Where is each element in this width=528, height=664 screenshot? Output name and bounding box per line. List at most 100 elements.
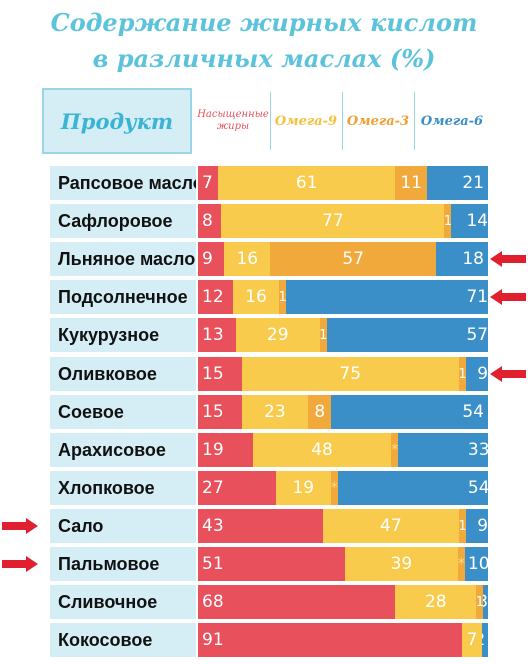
bar-segment-saturated: 68 — [198, 585, 396, 619]
stacked-bar: 12 16 1 71 — [198, 280, 488, 314]
product-label: Рапсовое масло — [50, 166, 196, 200]
bar-segment-saturated: 8 — [198, 204, 222, 238]
header-omega6: Омега-6 — [420, 113, 484, 129]
bar-segment-omega6: 33 — [398, 433, 488, 467]
bar-segment-omega6: 18 — [435, 242, 488, 276]
bar-segment-omega9: 77 — [221, 204, 445, 238]
bar-segment-saturated: 27 — [198, 471, 276, 505]
highlight-arrow-left-icon — [490, 251, 526, 267]
product-label: Оливковое — [50, 357, 196, 391]
table-row: Пальмовое 51 39 * 10 — [42, 547, 490, 581]
header-omega3: Омега-3 — [346, 113, 410, 129]
highlight-arrow-right-icon — [2, 556, 38, 572]
stacked-bar: 27 19 * 54 — [198, 471, 488, 505]
highlight-arrow-left-icon — [490, 366, 526, 382]
bar-segment-omega6: 2 — [482, 623, 488, 657]
highlight-arrow-right-icon — [2, 518, 38, 534]
bar-segment-omega6: 9 — [466, 357, 488, 391]
bar-segment-saturated: 51 — [198, 547, 346, 581]
bar-segment-omega3: 1 — [319, 318, 327, 352]
bar-segment-omega6: 3 — [483, 585, 488, 619]
bar-segment-omega6: 57 — [326, 318, 488, 352]
bar-segment-omega9: 7 — [461, 623, 483, 657]
bar-segment-omega9: 29 — [235, 318, 320, 352]
stacked-bar: 51 39 * 10 — [198, 547, 488, 581]
table-row: Сафлоровое 8 77 1 14 — [42, 204, 490, 238]
bar-segment-saturated: 43 — [198, 509, 323, 543]
bar-segment-omega6: 54 — [337, 471, 488, 505]
bar-segment-saturated: 13 — [198, 318, 236, 352]
header-divider — [414, 92, 415, 150]
product-label: Кокосовое — [50, 623, 196, 657]
bar-segment-omega6: 10 — [464, 547, 488, 581]
bar-segment-omega9: 28 — [395, 585, 477, 619]
table-row: Хлопковое 27 19 * 54 — [42, 471, 490, 505]
bar-segment-omega9: 61 — [218, 166, 396, 200]
bar-segment-omega9: 39 — [345, 547, 458, 581]
stacked-bar: 682813 — [198, 585, 488, 619]
product-label: Сало — [50, 509, 196, 543]
bar-segment-saturated: 15 — [198, 395, 242, 429]
chart-title-line-2: в различных маслах (%) — [92, 44, 436, 73]
bar-segment-saturated: 9 — [198, 242, 225, 276]
stacked-bar: 15 23 8 54 — [198, 395, 488, 429]
bar-segment-saturated: 15 — [198, 357, 242, 391]
stacked-bar: 9172 — [198, 623, 488, 657]
bar-segment-omega3: * — [391, 433, 399, 467]
product-label: Пальмовое — [50, 547, 196, 581]
bar-segment-omega6: 21 — [427, 166, 488, 200]
table-row: Льняное масло 9 16 57 18 — [42, 242, 490, 276]
bar-segment-saturated: 12 — [198, 280, 233, 314]
stacked-bar: 7 61 11 21 — [198, 166, 488, 200]
bar-segment-omega9: 16 — [232, 280, 280, 314]
bar-segment-omega3: 1 — [459, 357, 466, 391]
bar-segment-saturated: 91 — [198, 623, 462, 657]
chart-title-line-1: Содержание жирных кислот — [50, 8, 478, 37]
header-divider — [342, 92, 343, 150]
table-row: Кукурузное 13 29 1 57 — [42, 318, 490, 352]
table-row: Сливочное682813 — [42, 585, 490, 619]
stacked-bar: 19 48 * 33 — [198, 433, 488, 467]
bar-segment-omega3: 8 — [308, 395, 332, 429]
bar-segment-omega3: * — [330, 471, 338, 505]
bar-segment-omega6: 54 — [331, 395, 488, 429]
bar-segment-omega3: 57 — [270, 242, 436, 276]
product-label: Арахисовое — [50, 433, 196, 467]
stacked-bar: 43 47 1 9 — [198, 509, 488, 543]
header-divider — [270, 92, 271, 150]
bar-segment-omega9: 75 — [241, 357, 459, 391]
bar-segment-omega9: 48 — [252, 433, 392, 467]
product-label: Подсолнечное — [50, 280, 196, 314]
bar-segment-omega9: 16 — [224, 242, 271, 276]
bar-segment-omega3: 1 — [444, 204, 452, 238]
header-product: Продукт — [42, 88, 192, 154]
table-row: Оливковое 15 75 1 9 — [42, 357, 490, 391]
bar-segment-omega9: 23 — [241, 395, 309, 429]
bar-segment-omega6: 71 — [286, 280, 488, 314]
bar-segment-omega3: 1 — [458, 509, 466, 543]
stacked-bar: 9 16 57 18 — [198, 242, 488, 276]
stacked-bar: 8 77 1 14 — [198, 204, 488, 238]
table-row: Арахисовое 19 48 * 33 — [42, 433, 490, 467]
bar-segment-omega3: * — [457, 547, 465, 581]
product-label: Сафлоровое — [50, 204, 196, 238]
product-label: Кукурузное — [50, 318, 196, 352]
stacked-bar: 13 29 1 57 — [198, 318, 488, 352]
highlight-arrow-left-icon — [490, 289, 526, 305]
header-saturated: Насыщенные жиры — [197, 109, 269, 132]
table-row: Кокосовое9172 — [42, 623, 490, 657]
bar-segment-omega9: 19 — [275, 471, 331, 505]
table-row: Подсолнечное 12 16 1 71 — [42, 280, 490, 314]
bar-segment-omega6: 9 — [465, 509, 488, 543]
table-row: Соевое 15 23 8 54 — [42, 395, 490, 429]
bar-segment-omega6: 14 — [451, 204, 488, 238]
table-row: Рапсовое масло 7 61 11 21 — [42, 166, 490, 200]
bar-segment-omega3: 1 — [279, 280, 287, 314]
bar-segment-omega3: 1 — [476, 585, 484, 619]
bar-segment-omega3: 11 — [395, 166, 428, 200]
header-row: Продукт Насыщенные жиры Омега-9 Омега-3 … — [42, 88, 490, 154]
stacked-bar: 15 75 1 9 — [198, 357, 488, 391]
bar-segment-saturated: 19 — [198, 433, 253, 467]
product-label: Сливочное — [50, 585, 196, 619]
